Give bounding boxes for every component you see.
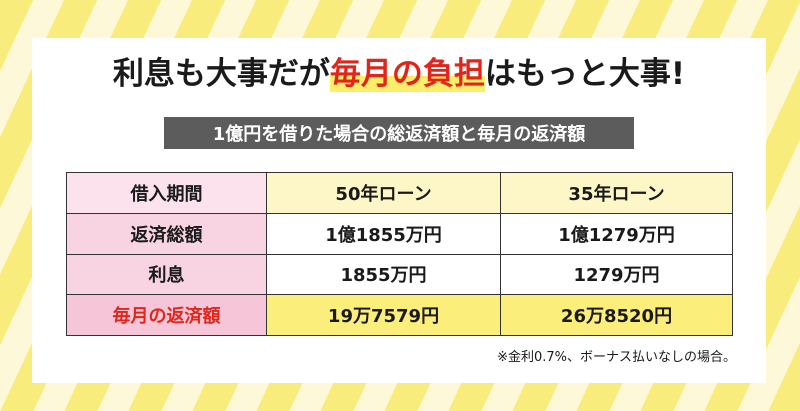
headline-part1: 利息も大事だが <box>112 56 330 92</box>
monthly-35-year: 26万8520円 <box>500 294 733 336</box>
header-50-year-cell: 50年ローン <box>266 172 501 214</box>
table-row: 返済総額 1億1855万円 1億1279万円 <box>66 212 733 255</box>
headline: 利息も大事だが毎月の負担はもっと大事! <box>32 48 766 93</box>
row-label-total: 返済総額 <box>66 212 267 255</box>
headline-part2: はもっと大事! <box>484 56 686 92</box>
table-row: 毎月の返済額 19万7579円 26万8520円 <box>66 294 733 336</box>
footnote: ※金利0.7%、ボーナス払いなしの場合。 <box>497 350 736 365</box>
interest-50-year: 1855万円 <box>266 253 501 296</box>
header-label-cell: 借入期間 <box>66 172 267 214</box>
row-label-interest: 利息 <box>66 253 267 296</box>
subtitle-text: 1億円を借りた場合の総返済額と毎月の返済額 <box>212 124 586 145</box>
interest-35-year: 1279万円 <box>500 253 733 296</box>
monthly-50-year: 19万7579円 <box>266 294 501 336</box>
table-header-row: 借入期間 50年ローン 35年ローン <box>66 172 733 214</box>
headline-highlight: 毎月の負担 <box>329 56 485 92</box>
total-50-year: 1億1855万円 <box>266 212 501 255</box>
comparison-table: 借入期間 50年ローン 35年ローン 返済総額 1億1855万円 1億1279万… <box>66 172 733 336</box>
total-35-year: 1億1279万円 <box>500 212 733 255</box>
info-card: 利息も大事だが毎月の負担はもっと大事! 1億円を借りた場合の総返済額と毎月の返済… <box>32 38 766 383</box>
table-row: 利息 1855万円 1279万円 <box>66 253 733 296</box>
row-label-monthly: 毎月の返済額 <box>66 294 267 336</box>
subtitle-banner: 1億円を借りた場合の総返済額と毎月の返済額 <box>164 117 634 149</box>
header-35-year-cell: 35年ローン <box>500 172 733 214</box>
